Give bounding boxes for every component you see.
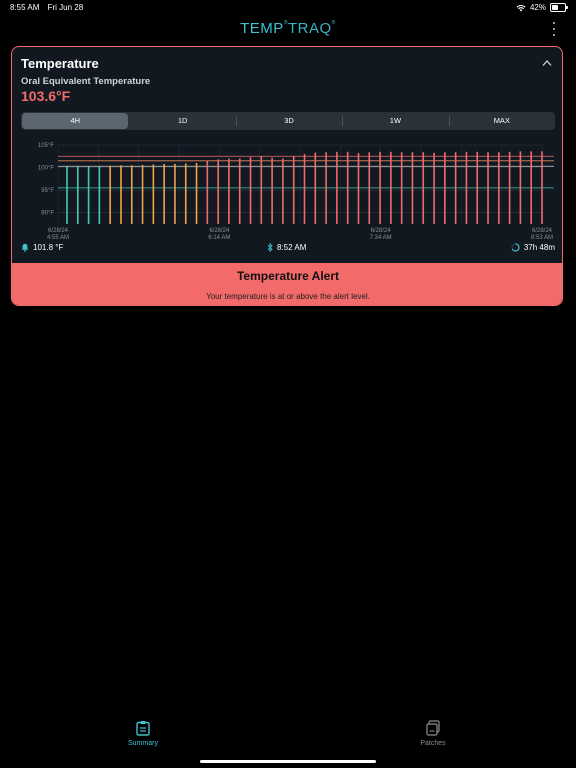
- chevron-up-icon[interactable]: [542, 59, 552, 67]
- battery-percent: 42%: [529, 3, 546, 12]
- range-tab-1d[interactable]: 1D: [177, 116, 188, 125]
- temperature-card: Temperature Oral Equivalent Temperature …: [11, 46, 563, 306]
- bottom-tab-bar: Summary Patches: [0, 712, 576, 768]
- status-date: Fri Jun 28: [47, 3, 84, 12]
- alert-message: Your temperature is at or above the aler…: [206, 292, 370, 301]
- y-tick-label: 100°F: [38, 166, 54, 172]
- range-tab-3d[interactable]: 3D: [235, 112, 342, 130]
- bluetooth-icon: [267, 243, 273, 252]
- x-tick-time: 4:55 AM: [47, 235, 69, 241]
- home-indicator: [200, 760, 376, 763]
- battery-icon: [550, 3, 568, 12]
- patch-remaining: 37h 48m: [511, 243, 555, 252]
- more-menu-button[interactable]: [552, 22, 556, 36]
- status-bar: 8:55 AM Fri Jun 28 42%: [0, 0, 576, 16]
- x-tick-date: 6/28/24: [209, 228, 230, 234]
- current-temperature: 103.6°F: [21, 88, 71, 104]
- y-tick-label: 95°F: [41, 188, 54, 194]
- range-tab-1w[interactable]: 1W: [342, 112, 448, 130]
- x-tick-time: 8:53 AM: [531, 235, 553, 241]
- x-tick-time: 7:34 AM: [370, 235, 392, 241]
- alert-title: Temperature Alert: [236, 269, 340, 283]
- last-sync-value: 8:52 AM: [277, 243, 307, 252]
- temperature-alert-banner: Temperature Alert Your temperature is at…: [12, 263, 562, 305]
- progress-ring-icon: [511, 243, 520, 252]
- x-tick-date: 6/28/24: [371, 228, 392, 234]
- range-tab-max[interactable]: MAX: [448, 112, 555, 130]
- bell-icon: [21, 243, 29, 252]
- x-tick-date: 6/28/24: [48, 228, 69, 234]
- card-subtitle: Oral Equivalent Temperature: [21, 76, 151, 87]
- clipboard-icon: [136, 721, 150, 736]
- app-header: TEMP®TRAQ®: [0, 16, 576, 44]
- tab-patches[interactable]: Patches: [393, 720, 473, 747]
- range-tabs: 4H 1D 3D 1W MAX: [21, 112, 555, 130]
- wifi-icon: [516, 4, 526, 11]
- y-tick-label: 90°F: [41, 211, 54, 217]
- card-title: Temperature: [21, 56, 99, 71]
- x-tick-date: 6/28/24: [532, 228, 553, 234]
- app-logo: TEMP®TRAQ®: [240, 20, 336, 37]
- alert-threshold: 101.8 °F: [21, 243, 63, 252]
- info-row: 101.8 °F 8:52 AM 37h 48m: [12, 243, 562, 257]
- patch-remaining-value: 37h 48m: [523, 243, 555, 252]
- tab-summary[interactable]: Summary: [103, 720, 183, 747]
- alert-threshold-value: 101.8 °F: [33, 243, 64, 252]
- y-tick-label: 105°F: [38, 143, 54, 149]
- range-tab-4h[interactable]: 4H: [22, 113, 129, 129]
- last-sync: 8:52 AM: [267, 243, 306, 252]
- status-time: 8:55 AM: [10, 3, 40, 12]
- patch-icon: [426, 720, 440, 736]
- x-tick-time: 6:14 AM: [208, 235, 230, 241]
